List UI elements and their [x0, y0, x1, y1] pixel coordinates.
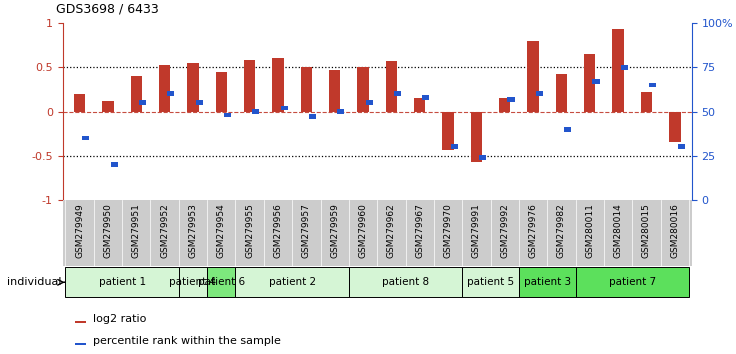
Bar [592, 79, 600, 84]
Text: GSM279960: GSM279960 [358, 203, 367, 258]
Bar [621, 65, 628, 70]
Bar [244, 60, 255, 112]
Bar [450, 144, 458, 149]
Text: patient 3: patient 3 [524, 277, 571, 287]
Bar [301, 67, 312, 112]
Bar [130, 76, 142, 112]
Text: GSM279962: GSM279962 [387, 203, 396, 258]
Bar [519, 267, 576, 297]
Text: GSM279950: GSM279950 [104, 203, 113, 258]
Text: GSM279967: GSM279967 [415, 203, 424, 258]
Text: patient 8: patient 8 [382, 277, 429, 287]
Bar [139, 100, 146, 105]
Text: GSM280016: GSM280016 [670, 203, 679, 258]
Bar [167, 91, 174, 96]
Bar [159, 65, 170, 112]
Text: GSM279951: GSM279951 [132, 203, 141, 258]
Bar [358, 67, 369, 112]
Bar [386, 61, 397, 112]
Bar [649, 82, 657, 87]
Text: GSM279955: GSM279955 [245, 203, 254, 258]
Bar [612, 29, 624, 112]
Bar [66, 267, 179, 297]
Bar [442, 112, 453, 150]
Text: patient 7: patient 7 [609, 277, 656, 287]
Bar [102, 101, 113, 112]
Text: GSM279949: GSM279949 [75, 203, 84, 258]
Text: GSM279956: GSM279956 [274, 203, 283, 258]
Text: patient 2: patient 2 [269, 277, 316, 287]
Bar [280, 105, 288, 110]
Bar [110, 162, 118, 167]
Bar [422, 95, 430, 100]
Bar [82, 136, 89, 141]
Bar [272, 58, 283, 112]
Text: GSM279991: GSM279991 [472, 203, 481, 258]
Text: log2 ratio: log2 ratio [93, 314, 146, 324]
Bar [196, 100, 202, 105]
Bar [75, 321, 86, 323]
Bar [75, 343, 86, 345]
Text: patient 4: patient 4 [169, 277, 216, 287]
Bar [252, 109, 259, 114]
Bar [536, 91, 543, 96]
Text: GSM279992: GSM279992 [500, 203, 509, 258]
Bar [576, 267, 689, 297]
Bar [216, 72, 227, 112]
Text: individual: individual [7, 277, 62, 287]
Bar [187, 63, 199, 112]
Text: GSM279970: GSM279970 [444, 203, 453, 258]
Text: GDS3698 / 6433: GDS3698 / 6433 [56, 3, 159, 16]
Text: GSM279952: GSM279952 [160, 203, 169, 258]
Text: GSM279982: GSM279982 [557, 203, 566, 258]
Bar [556, 74, 567, 112]
Bar [179, 267, 207, 297]
Bar [507, 97, 514, 102]
Text: patient 6: patient 6 [198, 277, 245, 287]
Text: GSM279954: GSM279954 [217, 203, 226, 258]
Bar [309, 114, 316, 119]
Text: percentile rank within the sample: percentile rank within the sample [93, 336, 280, 346]
Bar [641, 92, 652, 112]
Text: GSM280011: GSM280011 [585, 203, 594, 258]
Bar [479, 155, 486, 160]
Bar [74, 94, 85, 112]
Bar [499, 98, 511, 112]
Bar [471, 112, 482, 162]
Bar [207, 267, 236, 297]
Text: GSM280015: GSM280015 [642, 203, 651, 258]
Bar [349, 267, 462, 297]
Text: GSM279957: GSM279957 [302, 203, 311, 258]
Bar [584, 54, 595, 112]
Bar [564, 127, 571, 132]
Text: GSM280014: GSM280014 [614, 203, 623, 258]
Text: patient 1: patient 1 [99, 277, 146, 287]
Bar [462, 267, 519, 297]
Bar [337, 109, 344, 114]
Bar [236, 267, 349, 297]
Bar [329, 70, 340, 112]
Bar [678, 144, 684, 149]
Bar [669, 112, 681, 142]
Text: GSM279959: GSM279959 [330, 203, 339, 258]
Bar [528, 41, 539, 112]
Text: GSM279976: GSM279976 [528, 203, 537, 258]
Text: GSM279953: GSM279953 [188, 203, 197, 258]
Bar [414, 98, 425, 112]
Bar [224, 113, 231, 118]
Bar [394, 91, 401, 96]
Bar [366, 100, 373, 105]
Text: patient 5: patient 5 [467, 277, 514, 287]
